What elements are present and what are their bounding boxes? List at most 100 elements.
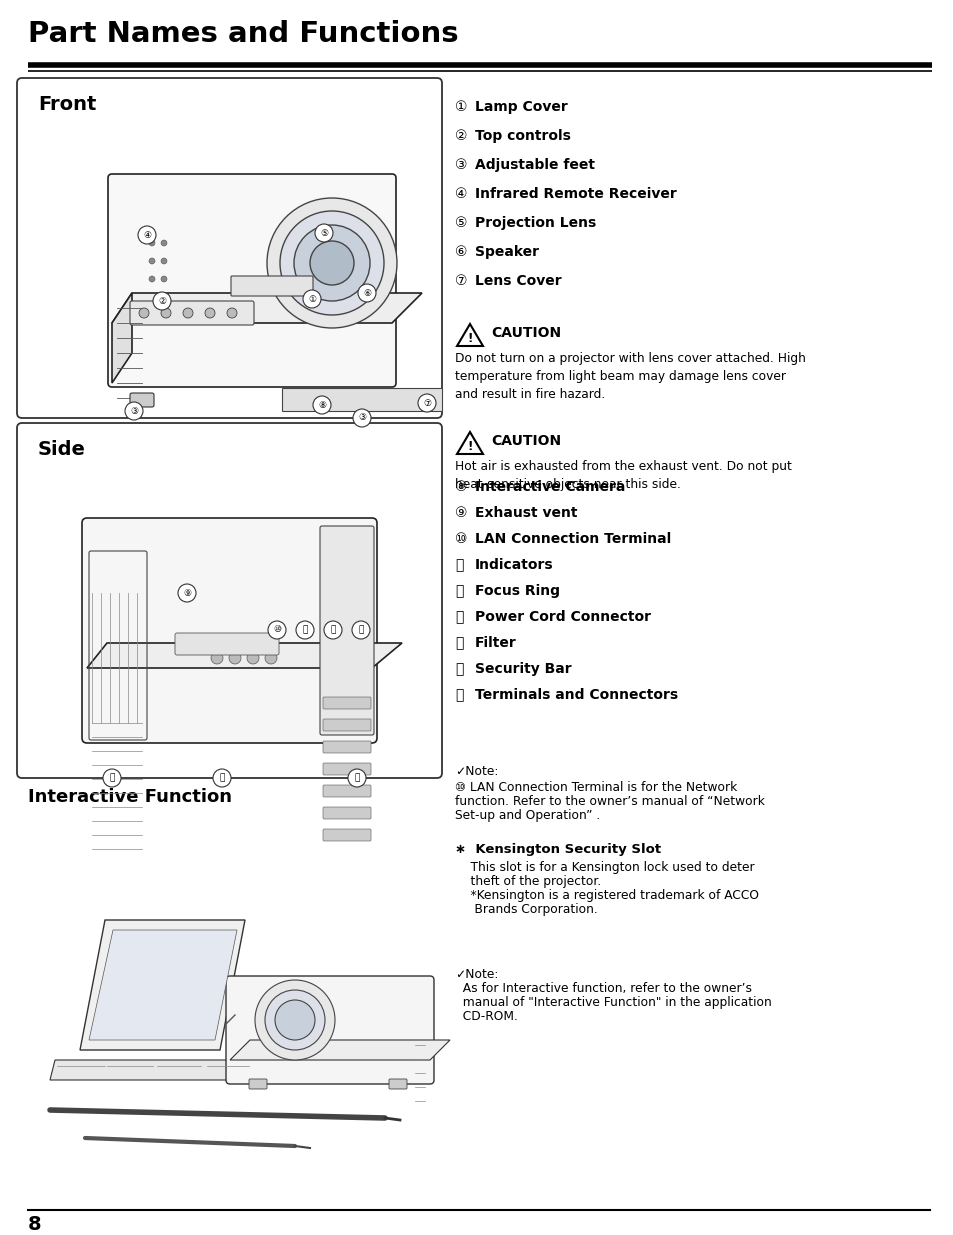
- Circle shape: [348, 769, 366, 787]
- Text: 8: 8: [28, 1215, 42, 1234]
- Text: CD-ROM.: CD-ROM.: [455, 1010, 517, 1023]
- Text: ⑥: ⑥: [362, 289, 371, 298]
- Text: ②: ②: [158, 296, 166, 305]
- FancyBboxPatch shape: [249, 1079, 267, 1089]
- Text: ③: ③: [130, 406, 138, 415]
- FancyBboxPatch shape: [350, 393, 374, 408]
- Circle shape: [324, 621, 341, 638]
- FancyBboxPatch shape: [17, 78, 441, 417]
- Text: LAN Connection Terminal: LAN Connection Terminal: [475, 532, 671, 546]
- Circle shape: [303, 290, 320, 308]
- Circle shape: [138, 226, 156, 245]
- Circle shape: [267, 198, 396, 329]
- Text: Top controls: Top controls: [475, 128, 570, 143]
- Text: ✓Note:: ✓Note:: [455, 764, 497, 778]
- Circle shape: [265, 990, 325, 1050]
- Text: Exhaust vent: Exhaust vent: [475, 506, 577, 520]
- Text: Lens Cover: Lens Cover: [475, 274, 561, 288]
- FancyBboxPatch shape: [82, 517, 376, 743]
- Text: !: !: [467, 440, 472, 452]
- Text: Side: Side: [38, 440, 86, 459]
- Circle shape: [353, 409, 371, 427]
- Text: Filter: Filter: [475, 636, 517, 650]
- Text: Front: Front: [38, 95, 96, 114]
- Text: ①: ①: [308, 294, 315, 304]
- Circle shape: [139, 308, 149, 317]
- FancyBboxPatch shape: [231, 275, 313, 296]
- Text: ⑫: ⑫: [330, 625, 335, 635]
- Text: ②: ②: [455, 128, 467, 143]
- Text: Security Bar: Security Bar: [475, 662, 571, 676]
- Text: manual of "Interactive Function" in the application: manual of "Interactive Function" in the …: [455, 995, 771, 1009]
- Text: Interactive Function: Interactive Function: [28, 788, 232, 806]
- FancyBboxPatch shape: [130, 301, 253, 325]
- Text: ⑥: ⑥: [455, 245, 467, 259]
- Circle shape: [149, 240, 154, 246]
- Text: ⑤: ⑤: [319, 228, 328, 237]
- Text: ⑭: ⑭: [455, 636, 463, 650]
- Circle shape: [352, 621, 370, 638]
- Circle shape: [149, 258, 154, 264]
- Text: ④: ④: [455, 186, 467, 201]
- Polygon shape: [456, 432, 482, 454]
- Text: ⑪: ⑪: [455, 558, 463, 572]
- Text: ⑪: ⑪: [302, 625, 308, 635]
- Text: Do not turn on a projector with lens cover attached. High
temperature from light: Do not turn on a projector with lens cov…: [455, 352, 805, 401]
- Circle shape: [229, 652, 241, 664]
- FancyBboxPatch shape: [226, 976, 434, 1084]
- Text: ⑩ LAN Connection Terminal is for the Network: ⑩ LAN Connection Terminal is for the Net…: [455, 781, 737, 794]
- Text: This slot is for a Kensington lock used to deter: This slot is for a Kensington lock used …: [455, 861, 754, 874]
- Circle shape: [161, 240, 167, 246]
- Circle shape: [125, 403, 143, 420]
- Text: ⑧: ⑧: [455, 480, 467, 494]
- Text: ⑦: ⑦: [422, 399, 431, 408]
- Text: ⑮: ⑮: [219, 773, 225, 783]
- Text: ④: ④: [143, 231, 151, 240]
- Circle shape: [161, 308, 171, 317]
- Circle shape: [265, 652, 276, 664]
- FancyBboxPatch shape: [323, 829, 371, 841]
- Text: Speaker: Speaker: [475, 245, 538, 259]
- FancyBboxPatch shape: [17, 424, 441, 778]
- Circle shape: [280, 211, 384, 315]
- FancyBboxPatch shape: [323, 719, 371, 731]
- Text: ⑮: ⑮: [455, 662, 463, 676]
- Text: Lamp Cover: Lamp Cover: [475, 100, 567, 114]
- Text: ⑩: ⑩: [273, 625, 281, 635]
- FancyBboxPatch shape: [130, 393, 153, 408]
- Text: ⑨: ⑨: [183, 589, 191, 598]
- Text: CAUTION: CAUTION: [491, 326, 560, 340]
- Text: ⑯: ⑯: [455, 688, 463, 701]
- Text: Indicators: Indicators: [475, 558, 553, 572]
- Text: Brands Corporation.: Brands Corporation.: [455, 903, 598, 916]
- Text: ⑭: ⑭: [110, 773, 114, 783]
- FancyBboxPatch shape: [323, 806, 371, 819]
- Text: ⑦: ⑦: [455, 274, 467, 288]
- Circle shape: [103, 769, 121, 787]
- Text: Part Names and Functions: Part Names and Functions: [28, 20, 458, 48]
- Circle shape: [313, 396, 331, 414]
- Text: ①: ①: [455, 100, 467, 114]
- Polygon shape: [112, 293, 132, 383]
- Circle shape: [247, 652, 258, 664]
- Circle shape: [294, 225, 370, 301]
- Text: ⑬: ⑬: [358, 625, 363, 635]
- Circle shape: [211, 652, 223, 664]
- Circle shape: [227, 308, 236, 317]
- FancyBboxPatch shape: [323, 741, 371, 753]
- Circle shape: [205, 308, 214, 317]
- Polygon shape: [80, 920, 245, 1050]
- FancyBboxPatch shape: [323, 697, 371, 709]
- Text: Adjustable feet: Adjustable feet: [475, 158, 595, 172]
- FancyBboxPatch shape: [319, 526, 374, 735]
- Text: ⑯: ⑯: [354, 773, 359, 783]
- Text: ⑤: ⑤: [455, 216, 467, 230]
- FancyBboxPatch shape: [108, 174, 395, 387]
- Circle shape: [295, 621, 314, 638]
- Circle shape: [310, 241, 354, 285]
- Circle shape: [149, 275, 154, 282]
- Text: As for Interactive function, refer to the owner’s: As for Interactive function, refer to th…: [455, 982, 751, 995]
- Polygon shape: [112, 293, 421, 324]
- Text: ∗  Kensington Security Slot: ∗ Kensington Security Slot: [455, 844, 660, 856]
- Polygon shape: [89, 930, 236, 1040]
